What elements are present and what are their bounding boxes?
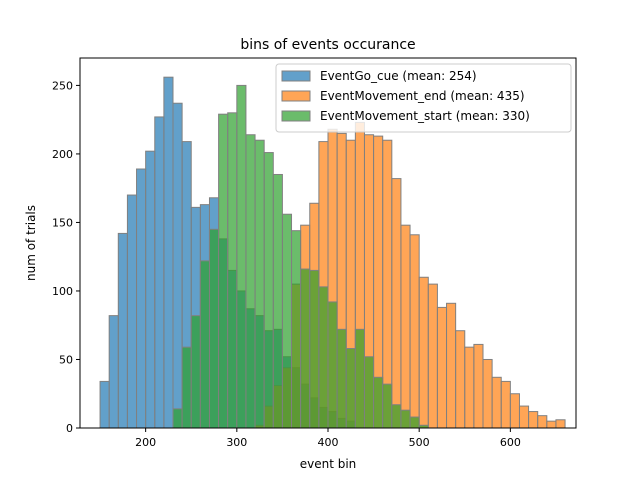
histogram-bar <box>345 348 356 429</box>
histogram-bar <box>500 380 511 429</box>
histogram-bar <box>172 408 183 429</box>
y-tick-label: 100 <box>52 285 73 298</box>
legend-item: EventMovement_end (mean: 435) <box>281 89 525 103</box>
legend-box <box>275 63 572 133</box>
histogram-bar <box>99 380 110 429</box>
histogram-bar <box>391 404 402 429</box>
histogram-bar <box>336 328 347 429</box>
histogram-bar <box>227 112 238 429</box>
legend: EventGo_cue (mean: 254) EventMovement_end… <box>275 63 572 133</box>
histogram-bar <box>382 383 393 429</box>
histogram-bar <box>418 276 429 429</box>
histogram-bar <box>181 346 192 429</box>
histogram-bar <box>108 315 119 429</box>
x-tick-label: 300 <box>226 436 247 449</box>
legend-item: EventMovement_start (mean: 330) <box>281 109 530 123</box>
histogram-bar <box>518 405 530 429</box>
legend-label: EventMovement_end (mean: 435) <box>320 89 525 103</box>
y-tick-label: 200 <box>52 148 73 161</box>
histogram-bar <box>546 420 557 429</box>
histogram-bar <box>464 346 475 429</box>
y-tick-label: 150 <box>52 216 73 229</box>
y-axis-label: num of trials <box>24 205 38 281</box>
legend-swatch <box>281 110 311 122</box>
histogram-bar <box>491 376 502 429</box>
histogram-bar <box>136 168 147 429</box>
histogram-bar <box>300 268 311 429</box>
chart-title: bins of events occurance <box>240 37 415 53</box>
x-axis: 200 300 400 500 600 <box>135 428 521 449</box>
histogram-bar <box>218 113 229 429</box>
histogram-bar <box>254 139 265 429</box>
histogram-bar <box>446 302 457 429</box>
histogram-bar <box>427 283 438 429</box>
histogram-bar <box>291 230 302 429</box>
histogram-bar <box>272 173 283 429</box>
histogram-bar <box>327 301 338 429</box>
histogram-bar <box>172 102 183 429</box>
histogram-bar <box>373 376 384 429</box>
histogram-bar <box>436 306 448 429</box>
histogram-bar <box>473 343 484 429</box>
histogram-bar <box>208 228 220 429</box>
x-axis-label: event bin <box>300 457 357 471</box>
histogram-bar <box>482 358 493 429</box>
histogram-bar <box>145 150 156 429</box>
histogram-bar <box>363 356 375 429</box>
x-tick-label: 200 <box>135 436 156 449</box>
histogram-bar <box>400 224 411 429</box>
histogram-bar <box>455 330 466 429</box>
histogram-bar <box>117 232 128 429</box>
legend-item: EventGo_cue (mean: 254) <box>281 69 477 83</box>
histogram-bar <box>163 76 174 429</box>
histogram-bar <box>190 315 201 429</box>
legend-swatch <box>281 90 311 102</box>
histogram-bar <box>263 152 274 429</box>
y-axis: 0 50 100 150 200 250 <box>52 79 80 435</box>
histogram-bar <box>236 84 247 429</box>
histogram-bar <box>555 419 566 429</box>
histogram-bar <box>199 260 210 429</box>
legend-swatch <box>281 70 311 82</box>
histogram-bar <box>354 328 365 429</box>
y-tick-label: 50 <box>59 353 73 366</box>
y-tick-label: 0 <box>66 422 73 435</box>
histogram-bar <box>400 409 411 429</box>
x-tick-label: 400 <box>318 436 339 449</box>
histogram-bar <box>528 411 539 429</box>
histogram-bar <box>409 234 420 429</box>
histogram-bar <box>281 213 293 429</box>
histogram-bar <box>537 415 548 429</box>
legend-label: EventMovement_start (mean: 330) <box>320 109 530 123</box>
histogram-bar <box>318 286 329 429</box>
histogram-bar <box>154 116 165 429</box>
x-tick-label: 600 <box>500 436 521 449</box>
histogram-bar <box>245 134 256 429</box>
histogram-bar <box>409 416 420 429</box>
histogram-bar <box>391 178 402 429</box>
y-tick-label: 250 <box>52 79 73 92</box>
histogram-bar <box>126 194 138 429</box>
legend-label: EventGo_cue (mean: 254) <box>320 69 477 83</box>
histogram-bar <box>509 393 520 429</box>
x-tick-label: 500 <box>409 436 430 449</box>
histogram-bar <box>309 269 320 429</box>
